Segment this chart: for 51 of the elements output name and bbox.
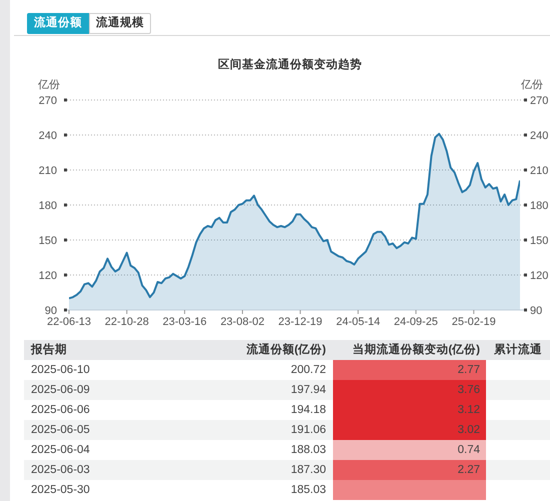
chart-title: 区间基金流通份额变动趋势 <box>218 59 362 71</box>
text: 流通规模 <box>96 17 144 29</box>
data-label: 3.12 <box>458 403 480 418</box>
x-tick-label: 24-09-25 <box>394 316 438 328</box>
data-label: 2.27 <box>458 463 480 478</box>
y2-tick-label: 210 <box>530 164 548 177</box>
y-tick-label: 180 <box>38 200 57 212</box>
y-axis-title: 亿份 <box>38 79 60 91</box>
data-label: 185.03 <box>290 483 326 498</box>
y2-axis-title: 亿份 <box>521 79 543 91</box>
y2-tick-label: 180 <box>530 200 548 212</box>
x-tick-label: 22-10-28 <box>104 316 149 328</box>
category-label: 2025-06-03 <box>31 464 90 476</box>
y2-tick-label: 150 <box>530 234 548 247</box>
data-label: 187.30 <box>290 463 326 478</box>
data-label: 194.18 <box>290 403 326 418</box>
data-label: 188.03 <box>290 443 326 458</box>
x-tick-label: 23-08-02 <box>220 316 264 328</box>
text: 流通份额 <box>34 17 82 29</box>
y2-tick-label: 240 <box>530 130 548 142</box>
data-label: 200.72 <box>290 363 326 378</box>
category-label: 2025-06-04 <box>31 444 90 456</box>
category-label: 2025-05-30 <box>31 484 90 496</box>
x-tick-label: 25-02-19 <box>452 316 496 328</box>
y-tick-label: 90 <box>44 304 57 317</box>
data-label: 0.74 <box>458 443 480 458</box>
text: 累计流通 <box>494 344 542 356</box>
x-tick-label: 24-05-14 <box>336 316 380 328</box>
data-label: 191.06 <box>290 423 326 438</box>
category-label: 2025-06-06 <box>31 404 90 416</box>
data-label: 3.02 <box>458 423 480 438</box>
data-label: 3.76 <box>458 383 480 398</box>
y-tick-label: 210 <box>38 164 57 177</box>
data-label: 2.77 <box>458 363 480 378</box>
x-tick-label: 23-12-19 <box>278 316 322 328</box>
y-tick-label: 150 <box>38 234 57 247</box>
x-tick-label: 23-03-16 <box>162 316 207 328</box>
y2-tick-label: 270 <box>530 94 548 107</box>
text: 流通份额(亿份) <box>246 344 326 356</box>
y-tick-label: 240 <box>38 130 57 142</box>
category-label: 2025-06-10 <box>31 364 90 376</box>
y-tick-label: 270 <box>38 94 57 107</box>
series-label: 当期流通份额变动(亿份) <box>352 344 480 356</box>
text: 报告期 <box>31 344 67 356</box>
y-tick-label: 120 <box>38 270 57 282</box>
y2-tick-label: 120 <box>530 270 548 282</box>
x-tick-label: 22-06-13 <box>46 316 92 328</box>
category-label: 2025-06-05 <box>31 424 90 436</box>
category-label: 2025-06-09 <box>31 384 90 396</box>
data-label: 197.94 <box>290 383 326 398</box>
y2-tick-label: 90 <box>530 304 542 317</box>
